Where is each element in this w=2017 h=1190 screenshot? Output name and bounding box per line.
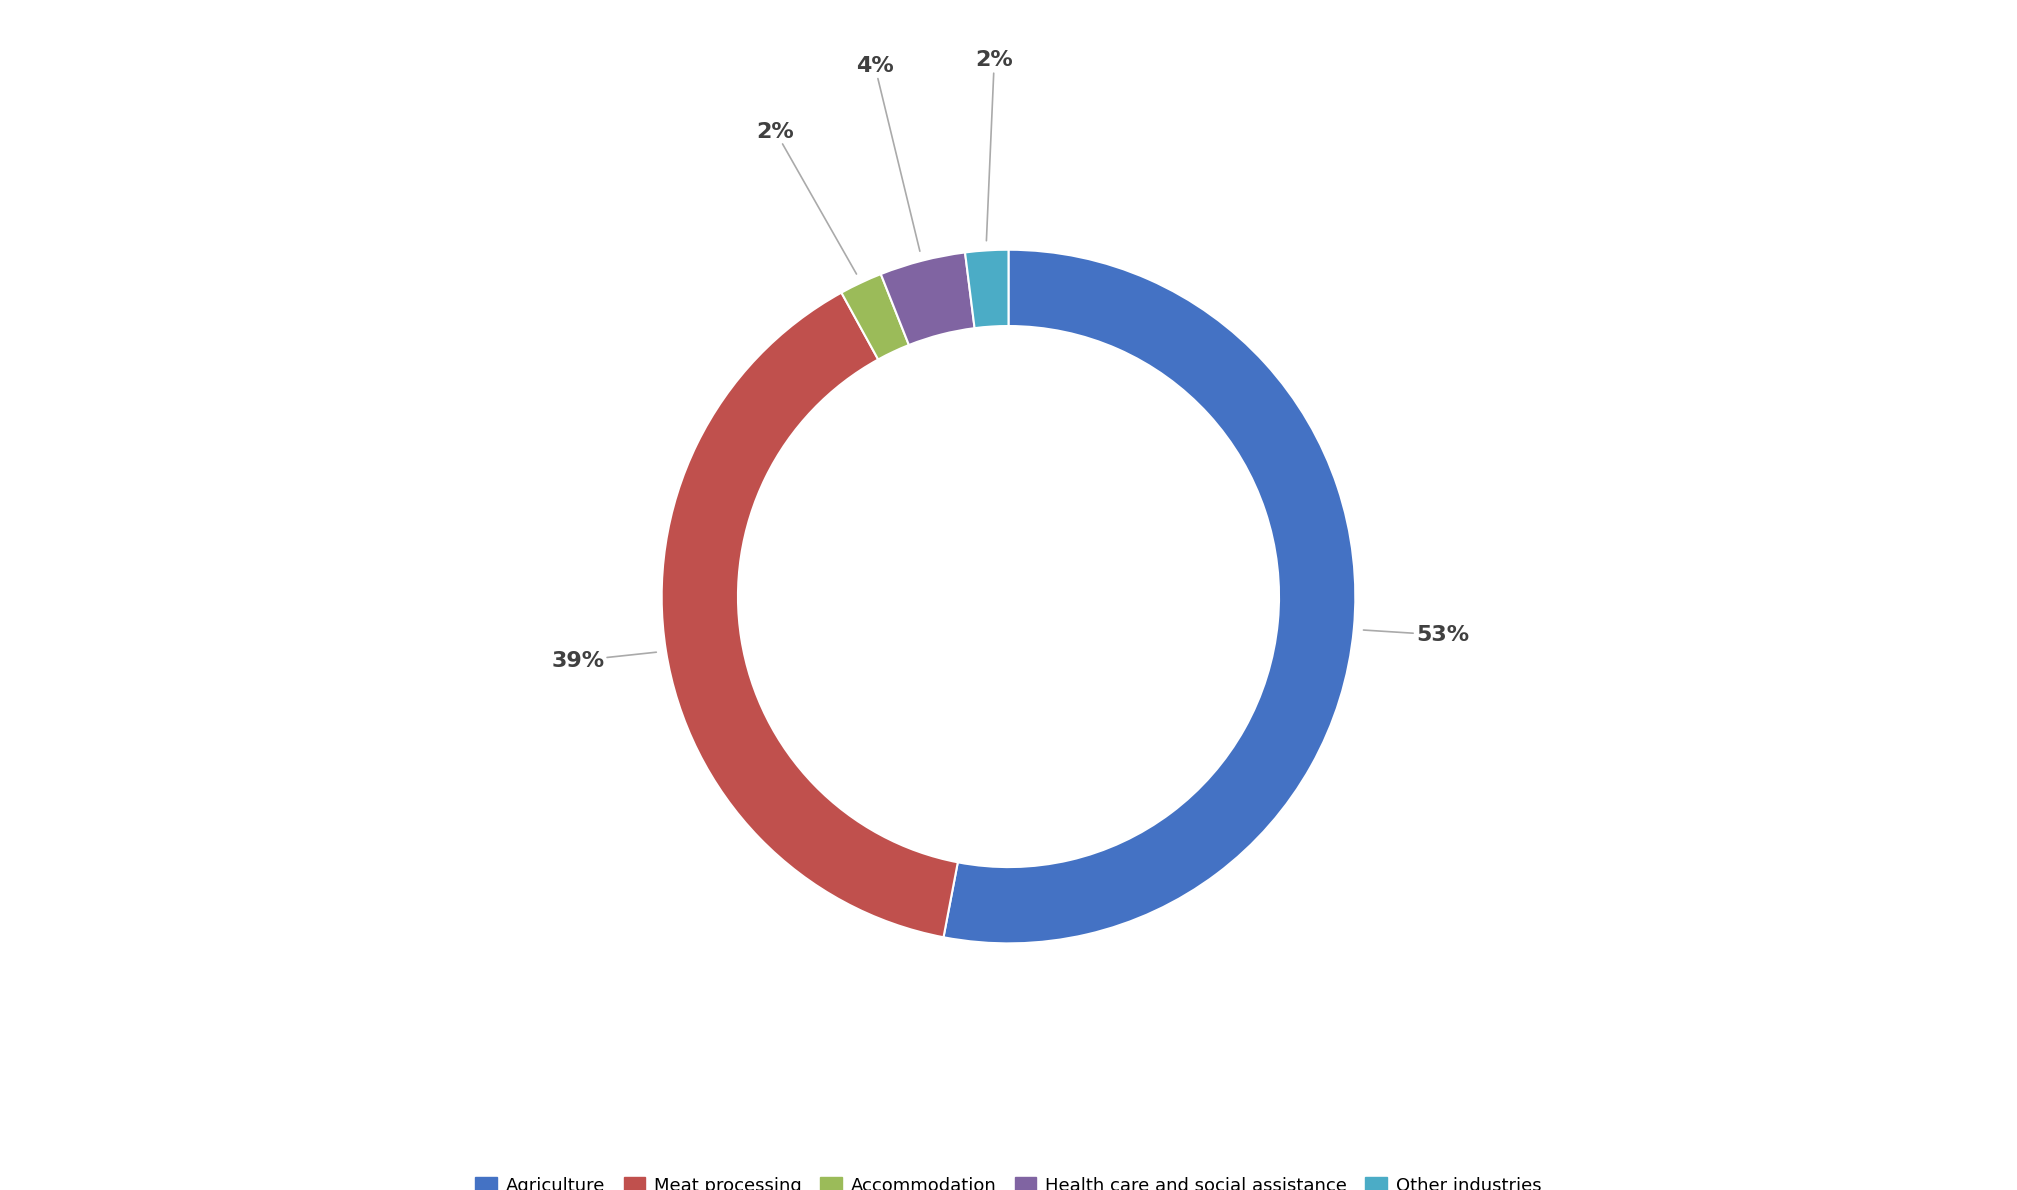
Text: 53%: 53%	[1363, 625, 1468, 645]
Wedge shape	[662, 293, 958, 938]
Text: 2%: 2%	[756, 121, 857, 274]
Wedge shape	[881, 252, 974, 345]
Wedge shape	[944, 250, 1355, 944]
Wedge shape	[964, 250, 1008, 328]
Text: 39%: 39%	[551, 651, 656, 671]
Legend: Agriculture, Meat processing, Accommodation, Health care and social assistance, : Agriculture, Meat processing, Accommodat…	[468, 1170, 1549, 1190]
Text: 4%: 4%	[855, 56, 920, 251]
Wedge shape	[841, 274, 910, 359]
Text: 2%: 2%	[976, 50, 1013, 240]
